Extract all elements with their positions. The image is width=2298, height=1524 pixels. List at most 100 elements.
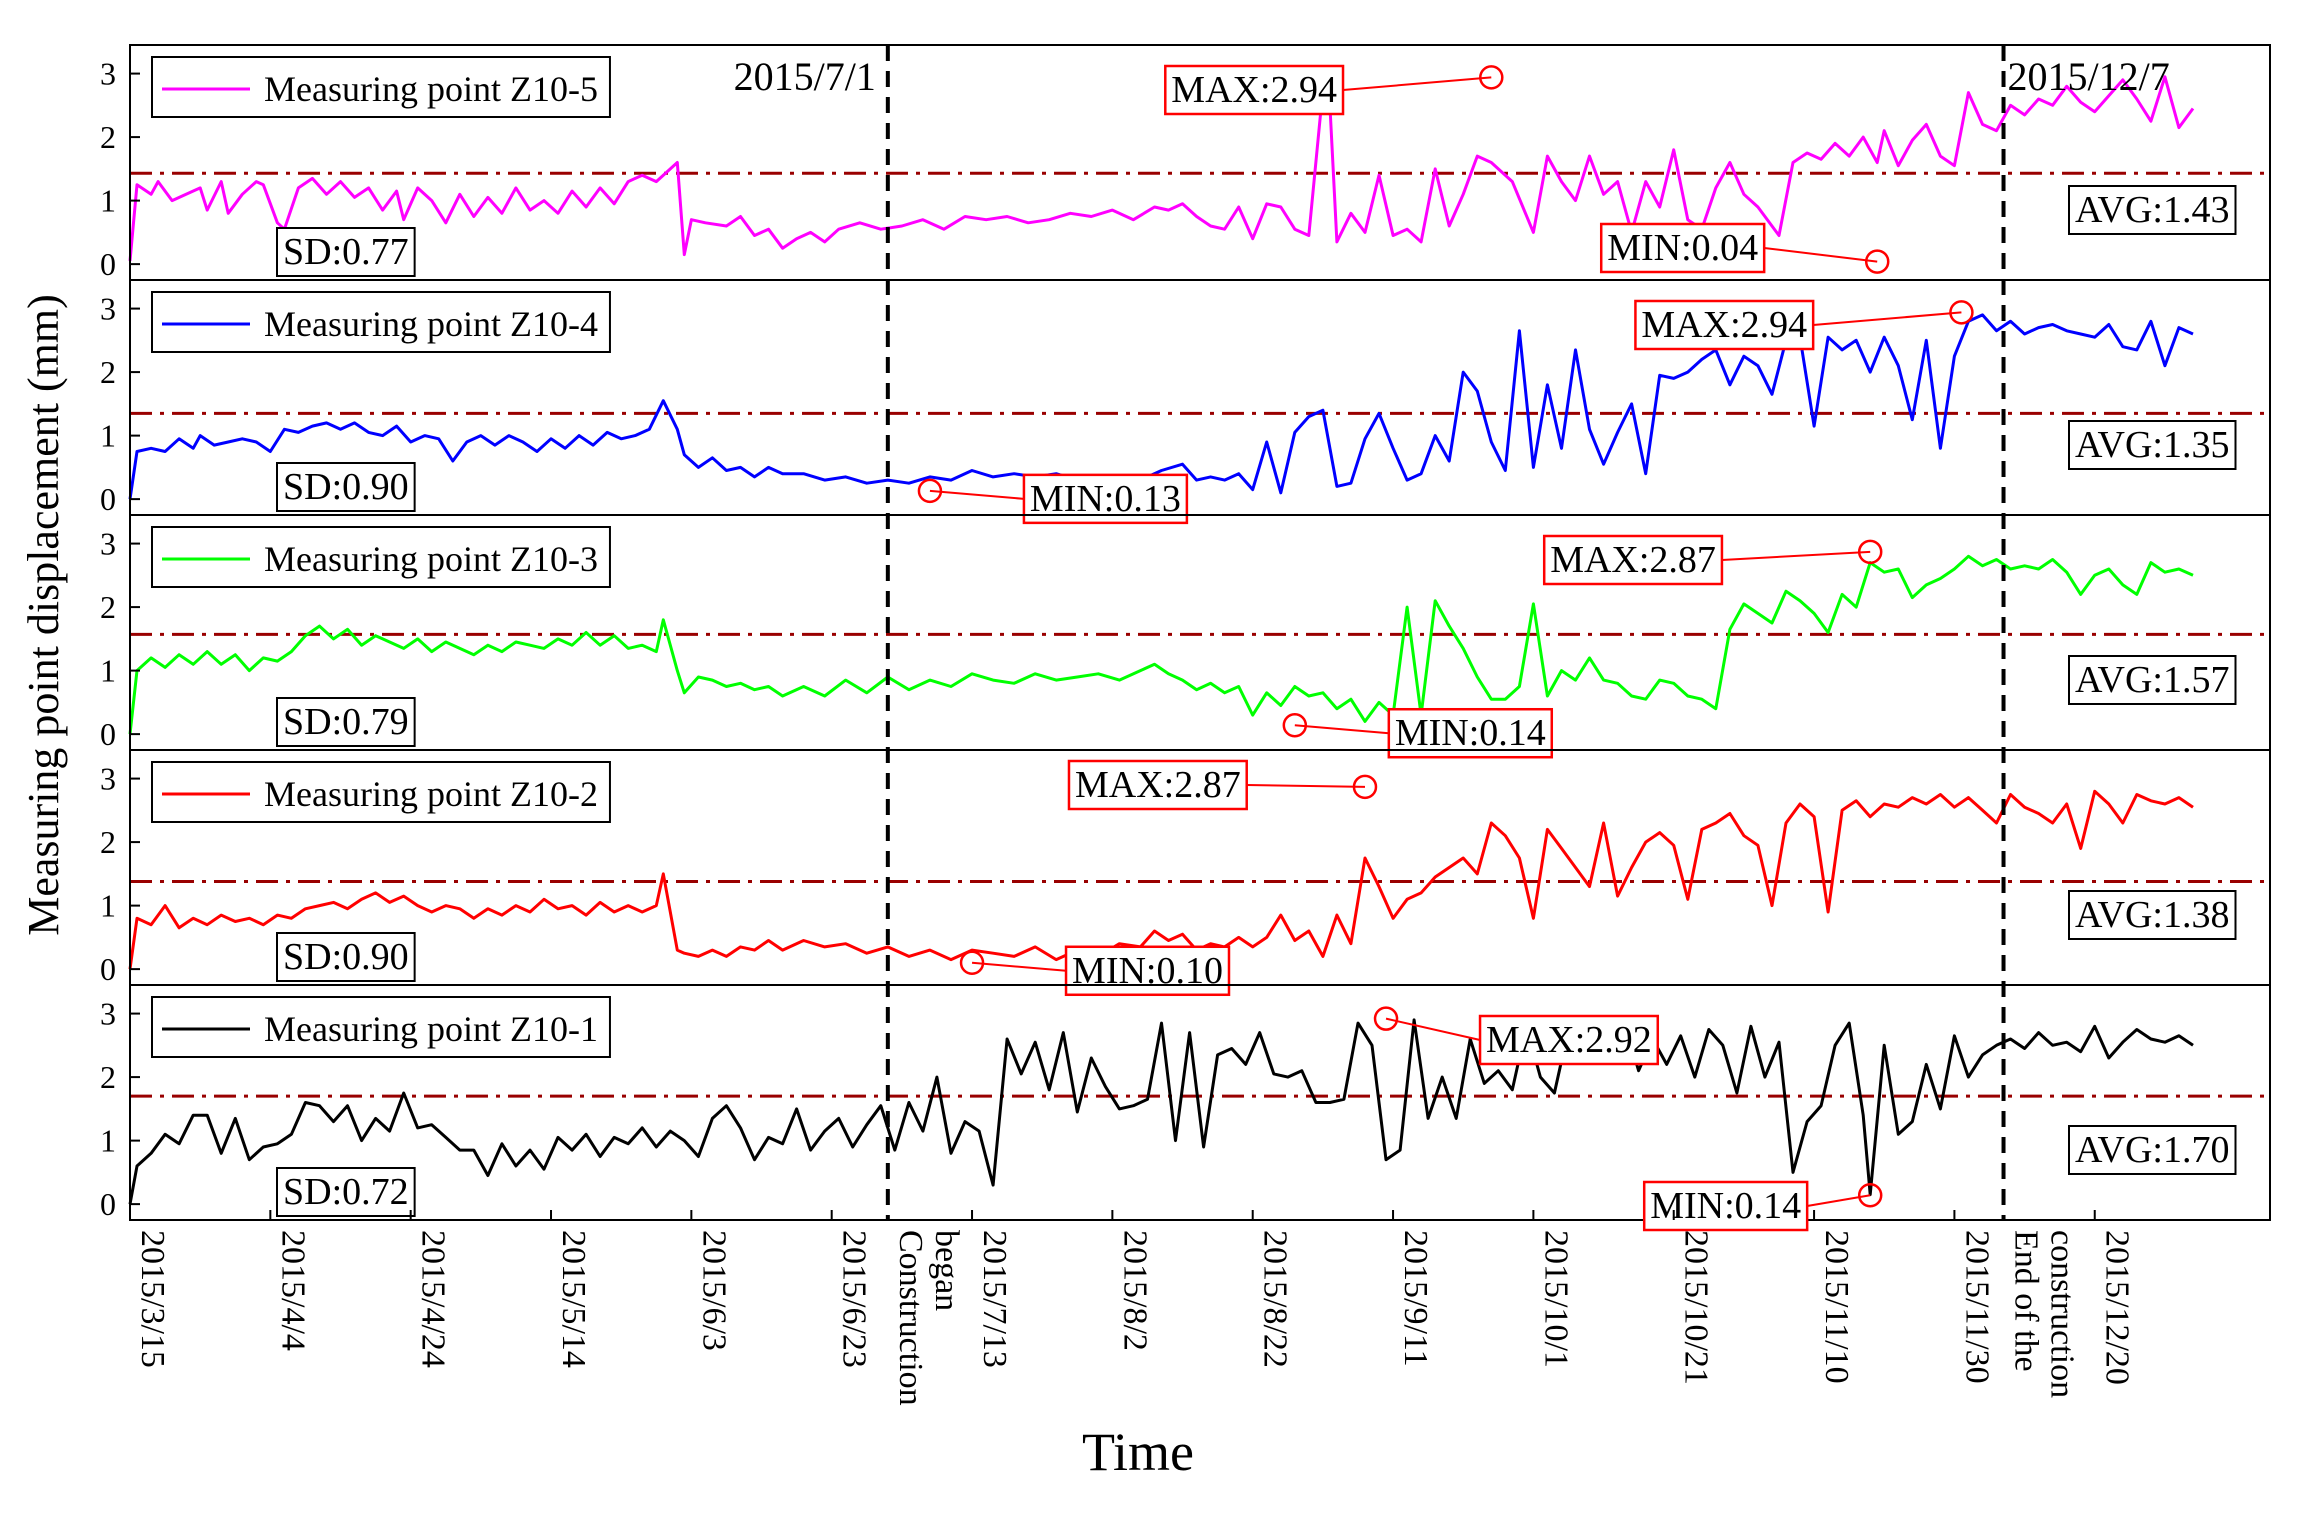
event-axis-label: construction bbox=[2044, 1230, 2081, 1398]
y-tick-label: 1 bbox=[100, 418, 116, 454]
panel-2: 0 1 2 3 Measuring point Z10-4 SD:0.90 AVG:1.35… bbox=[100, 279, 2271, 525]
x-tick-label: 2015/4/24 bbox=[415, 1230, 452, 1368]
min-label: MIN:0.14 bbox=[1642, 1180, 1809, 1232]
y-tick-label: 2 bbox=[100, 589, 116, 625]
event-lines-layer: 2015/7/1 Construction began 2015/12/7 End of… bbox=[734, 45, 2170, 1406]
legend: Measuring point Z10-2 bbox=[151, 761, 611, 823]
x-tick-label: 2015/11/10 bbox=[1818, 1230, 1855, 1384]
series-line bbox=[128, 1018, 2194, 1205]
panel-5: 0 1 2 3 Measuring point Z10-1 SD:0.72 AVG:1.70… bbox=[100, 984, 2271, 1232]
x-ticks-layer: 2015/3/15 2015/4/4 2015/4/24 2015/5/14 2015/… bbox=[129, 1210, 2136, 1385]
avg-label-box bbox=[2068, 890, 2237, 940]
avg-label-box bbox=[2068, 185, 2237, 235]
max-label: MAX:2.94 bbox=[1634, 299, 1815, 351]
avg-label-text: AVG:1.43 bbox=[2075, 189, 2230, 231]
legend-label: Measuring point Z10-4 bbox=[264, 304, 598, 344]
x-tick-label: 2015/6/23 bbox=[836, 1230, 873, 1368]
event-axis-label: Construction bbox=[892, 1230, 929, 1406]
max-marker bbox=[1373, 1006, 1399, 1031]
y-tick-label: 0 bbox=[100, 951, 116, 987]
min-leader bbox=[1294, 724, 1389, 735]
y-tick-label: 2 bbox=[100, 354, 116, 390]
max-label: MAX:2.94 bbox=[1164, 64, 1345, 116]
y-tick-label: 3 bbox=[100, 526, 116, 562]
panel-frame bbox=[129, 984, 2271, 1221]
series-line bbox=[128, 313, 2194, 500]
max-label-text: MAX:2.92 bbox=[1486, 1019, 1652, 1061]
x-axis-title: Time bbox=[1082, 1422, 1194, 1482]
min-leader bbox=[1764, 247, 1878, 263]
y-tick-label: 3 bbox=[100, 291, 116, 327]
min-label-box bbox=[1642, 1180, 1809, 1232]
y-tick-label: 3 bbox=[100, 56, 116, 92]
avg-label: AVG:1.38 bbox=[2068, 890, 2237, 940]
sd-label-box bbox=[276, 227, 416, 277]
sd-label-text: SD:0.90 bbox=[283, 466, 409, 508]
x-tick-label: 2015/8/2 bbox=[1116, 1230, 1153, 1351]
y-tick-label: 0 bbox=[100, 246, 116, 282]
x-tick-label: 2015/11/30 bbox=[1958, 1230, 1995, 1384]
x-tick-label: 2015/5/14 bbox=[555, 1230, 592, 1368]
x-tick-label: 2015/10/1 bbox=[1537, 1230, 1574, 1368]
legend-box bbox=[151, 291, 611, 353]
legend-box bbox=[151, 996, 611, 1058]
event-date-label: 2015/7/1 bbox=[734, 54, 876, 99]
legend: Measuring point Z10-5 bbox=[151, 56, 611, 118]
y-tick-label: 3 bbox=[100, 996, 116, 1032]
sd-label-text: SD:0.90 bbox=[283, 936, 409, 978]
y-tick-label: 0 bbox=[100, 716, 116, 752]
x-tick-label: 2015/4/4 bbox=[274, 1230, 311, 1351]
min-label: MIN:0.04 bbox=[1599, 222, 1766, 274]
avg-label-box bbox=[2068, 655, 2237, 705]
legend: Measuring point Z10-3 bbox=[151, 526, 611, 588]
max-leader bbox=[1385, 1017, 1481, 1041]
max-label: MAX:2.92 bbox=[1478, 1014, 1660, 1066]
avg-label-text: AVG:1.70 bbox=[2075, 1129, 2230, 1171]
min-label-text: MIN:0.13 bbox=[1030, 478, 1181, 520]
avg-label: AVG:1.57 bbox=[2068, 655, 2237, 705]
x-tick-label: 2015/6/3 bbox=[695, 1230, 732, 1351]
avg-label-text: AVG:1.57 bbox=[2075, 659, 2230, 701]
event-axis-label: began bbox=[928, 1230, 965, 1311]
avg-label-text: AVG:1.38 bbox=[2075, 894, 2230, 936]
min-marker bbox=[1864, 249, 1890, 274]
min-marker bbox=[1282, 712, 1308, 738]
legend: Measuring point Z10-1 bbox=[151, 996, 611, 1058]
series-line bbox=[128, 554, 2194, 735]
avg-label: AVG:1.43 bbox=[2068, 185, 2237, 235]
x-tick-label: 2015/12/20 bbox=[2099, 1230, 2136, 1385]
panel-4: 0 1 2 3 Measuring point Z10-2 SD:0.90 AVG:1.38… bbox=[100, 749, 2271, 997]
legend-label: Measuring point Z10-3 bbox=[264, 539, 598, 579]
x-tick-label: 2015/8/22 bbox=[1257, 1230, 1294, 1368]
avg-label: AVG:1.35 bbox=[2068, 420, 2237, 470]
legend-box bbox=[151, 526, 611, 588]
max-leader bbox=[1813, 311, 1962, 326]
max-leader bbox=[1246, 784, 1365, 788]
max-marker bbox=[1479, 65, 1504, 90]
y-tick-label: 1 bbox=[100, 183, 116, 219]
max-leader bbox=[1342, 76, 1492, 91]
max-label-box bbox=[1478, 1014, 1660, 1066]
legend-label: Measuring point Z10-1 bbox=[264, 1009, 598, 1049]
y-tick-label: 3 bbox=[100, 761, 116, 797]
sd-label-text: SD:0.77 bbox=[283, 231, 409, 273]
max-marker bbox=[1949, 300, 1974, 325]
max-label-text: MAX:2.94 bbox=[1641, 304, 1807, 346]
sd-label: SD:0.77 bbox=[276, 227, 416, 277]
panels-layer: 0 1 2 3 Measuring point Z10-5 SD:0.77 AVG:1.43… bbox=[100, 44, 2271, 1232]
x-tick-label: 2015/7/13 bbox=[976, 1230, 1013, 1368]
sd-label-box bbox=[276, 932, 416, 982]
sd-label-box bbox=[276, 462, 416, 512]
event-axis-label: End of the bbox=[2008, 1230, 2045, 1372]
legend-box bbox=[151, 761, 611, 823]
min-leader bbox=[971, 961, 1067, 972]
min-marker bbox=[959, 950, 985, 976]
sd-label: SD:0.79 bbox=[276, 697, 416, 747]
y-tick-label: 0 bbox=[100, 1186, 116, 1222]
min-marker bbox=[917, 478, 943, 504]
max-label-box bbox=[1067, 759, 1248, 811]
y-tick-label: 1 bbox=[100, 653, 116, 689]
sd-label-text: SD:0.72 bbox=[283, 1171, 409, 1213]
max-label: MAX:2.87 bbox=[1542, 534, 1724, 586]
sd-label: SD:0.72 bbox=[276, 1167, 416, 1217]
